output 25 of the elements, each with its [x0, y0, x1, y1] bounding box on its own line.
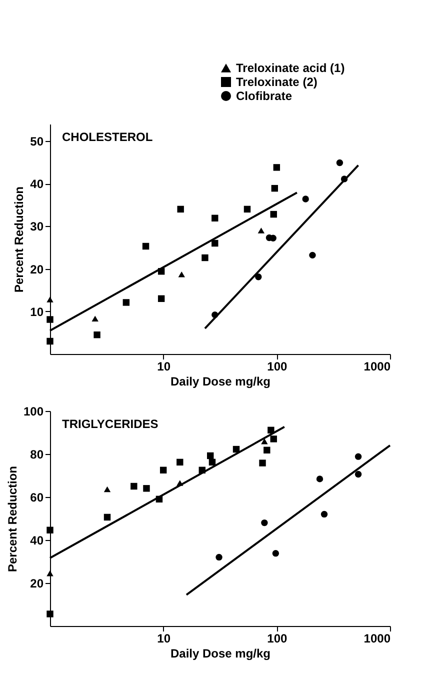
- y-tick-label: 80: [30, 448, 44, 462]
- legend-label: Clofibrate: [236, 89, 292, 103]
- y-axis-title: Percent Reduction: [5, 466, 20, 572]
- text: TRIGLYCERIDES: [62, 417, 158, 431]
- x-tick-label: 10: [157, 632, 171, 646]
- y-tick-label: 50: [30, 134, 44, 149]
- y-tick-label: 40: [30, 534, 44, 548]
- legend-label: Treloxinate acid (1): [236, 61, 345, 75]
- x-tick-label: 100: [267, 632, 288, 646]
- y-tick-label: 10: [30, 304, 44, 319]
- x-tick-label: 1000: [364, 632, 391, 646]
- text: CHOLESTEROL: [62, 130, 153, 144]
- x-tick-label: 100: [267, 360, 288, 374]
- x-tick-label: 1000: [364, 360, 391, 374]
- x-axis-title: Daily Dose mg/kg: [170, 374, 271, 388]
- legend-label: Treloxinate (2): [236, 75, 318, 89]
- y-tick-label: 100: [23, 404, 44, 418]
- y-tick-label: 20: [30, 576, 44, 590]
- y-tick-label: 30: [30, 220, 44, 234]
- y-tick-label: 20: [30, 262, 44, 276]
- y-axis-title: Percent Reduction: [12, 186, 26, 293]
- x-axis-title: Daily Dose mg/kg: [170, 646, 271, 660]
- y-tick-label: 40: [30, 177, 44, 192]
- y-tick-label: 60: [30, 490, 44, 504]
- x-tick-label: 10: [157, 360, 171, 374]
